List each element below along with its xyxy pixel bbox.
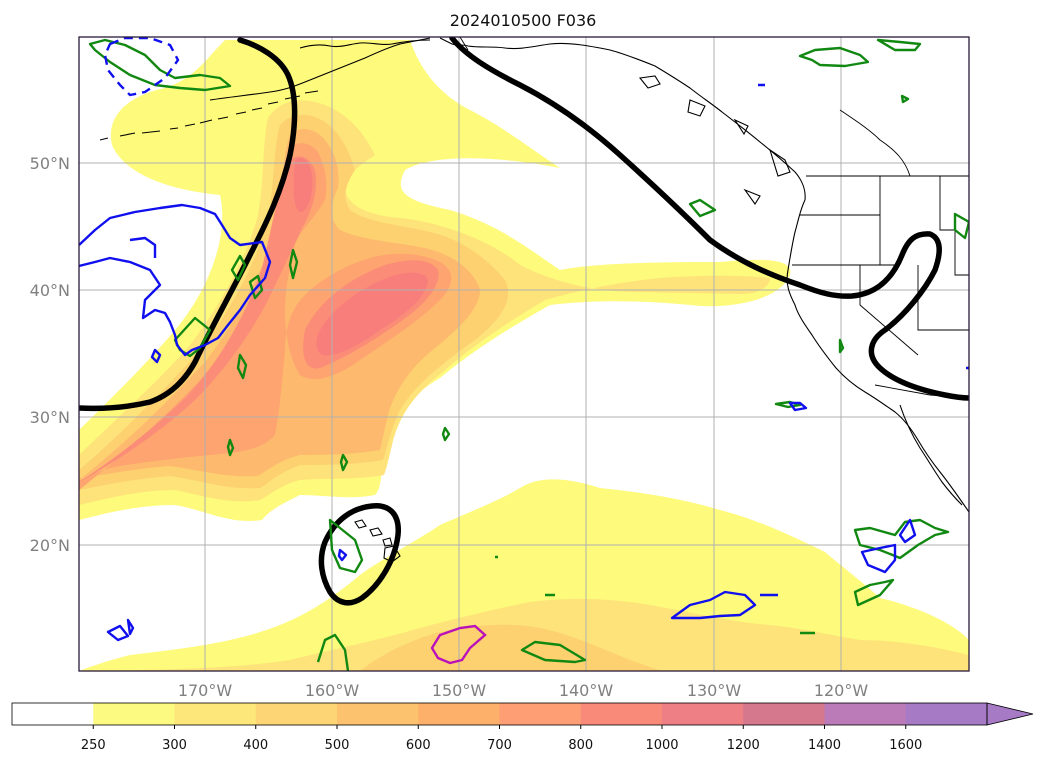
alaska-peninsula-coast bbox=[209, 37, 431, 101]
lon-label-140w: 140°W bbox=[559, 681, 614, 700]
blue-contour-1 bbox=[79, 203, 272, 357]
green-contour-3 bbox=[876, 38, 922, 52]
green-contour-21 bbox=[900, 94, 910, 104]
green-contour-18 bbox=[853, 518, 950, 560]
green-contour-5 bbox=[953, 212, 969, 240]
lat-label-20n: 20°N bbox=[30, 536, 70, 555]
map-content bbox=[79, 37, 969, 671]
lon-label-120w: 120°W bbox=[814, 681, 869, 700]
colorbar-segment bbox=[93, 703, 175, 725]
colorbar-tick-label: 500 bbox=[325, 738, 350, 753]
magenta-contour-1 bbox=[430, 624, 487, 665]
plume-level-7 bbox=[293, 158, 428, 356]
colorbar-tick-label: 250 bbox=[81, 738, 106, 753]
colorbar-segment bbox=[824, 703, 907, 725]
green-contour-11 bbox=[226, 438, 235, 457]
canada-province-border bbox=[839, 109, 911, 177]
magenta-contours bbox=[430, 624, 487, 665]
green-contour-17 bbox=[774, 400, 802, 409]
green-contour-15 bbox=[316, 633, 350, 671]
colorbar-segment bbox=[174, 703, 257, 725]
colorbar-segment bbox=[499, 703, 582, 725]
colorbar-tick-label: 600 bbox=[406, 738, 431, 753]
alaska-canada-border bbox=[459, 37, 469, 51]
blue-contours bbox=[79, 37, 969, 642]
blue-contour-4 bbox=[106, 618, 135, 642]
colorbar-segment bbox=[580, 703, 663, 725]
north-plume-l6 bbox=[79, 156, 316, 482]
blue-contour-3 bbox=[150, 348, 162, 364]
colorbar-segments bbox=[12, 703, 988, 725]
colorbar-tick-label: 1400 bbox=[808, 738, 841, 753]
north-core-l7 bbox=[293, 158, 313, 212]
lat-label-30n: 30°N bbox=[30, 408, 70, 427]
colorbar-segment bbox=[255, 703, 338, 725]
colorbar-segment bbox=[418, 703, 500, 725]
bc-islands-coast bbox=[638, 75, 791, 205]
blue-contour-2 bbox=[129, 236, 157, 258]
green-contour-10 bbox=[236, 353, 248, 380]
baja-california-coast bbox=[899, 404, 963, 506]
south-plume-l3 bbox=[360, 624, 665, 671]
colorbar-tick-labels: 250 300 400 500 600 700 800 1000 1200 1400 1600 bbox=[81, 725, 922, 753]
colorbar-tick-label: 700 bbox=[487, 738, 512, 753]
colorbar-segment bbox=[905, 703, 988, 725]
coastlines bbox=[99, 37, 969, 563]
colorbar-tick-label: 300 bbox=[162, 738, 187, 753]
colorbar-segment bbox=[662, 703, 744, 725]
green-contour-14 bbox=[328, 518, 364, 574]
lon-label-130w: 130°W bbox=[687, 681, 742, 700]
green-contour-13 bbox=[441, 426, 451, 442]
colorbar-tick-label: 1000 bbox=[645, 738, 678, 753]
plume-level-5 bbox=[79, 143, 452, 490]
longitude-axis: 170°W 160°W 150°W 140°W 130°W 120°W bbox=[178, 681, 869, 700]
state-border-nv-ca bbox=[859, 265, 919, 356]
green-contour-6 bbox=[230, 254, 247, 282]
lat-label-50n: 50°N bbox=[30, 154, 70, 173]
height-contour-west bbox=[79, 37, 298, 412]
green-contour-4 bbox=[688, 198, 717, 218]
latitude-axis: 50°N 40°N 30°N 20°N bbox=[30, 154, 70, 555]
colorbar-segment bbox=[337, 703, 419, 725]
map-frame bbox=[78, 36, 970, 672]
lat-label-40n: 40°N bbox=[30, 281, 70, 300]
hawaii-islands bbox=[354, 519, 401, 563]
colorbar-tick-label: 800 bbox=[568, 738, 593, 753]
blue-contour-10 bbox=[898, 518, 917, 544]
map-title: 2024010500 F036 bbox=[450, 11, 597, 30]
state-border-ut bbox=[917, 265, 969, 331]
lon-label-150w: 150°W bbox=[432, 681, 487, 700]
colorbar-segment bbox=[12, 703, 94, 725]
green-contour-2 bbox=[798, 46, 870, 68]
us-west-coast bbox=[786, 199, 969, 513]
colorbar-segment bbox=[743, 703, 825, 725]
green-contours bbox=[88, 38, 969, 671]
lon-label-170w: 170°W bbox=[178, 681, 233, 700]
north-plume-l5 bbox=[79, 143, 452, 490]
lon-label-160w: 160°W bbox=[305, 681, 360, 700]
green-contour-1 bbox=[88, 38, 232, 92]
green-contour-16 bbox=[520, 640, 587, 664]
map-panel bbox=[78, 36, 970, 672]
blue-contour-8 bbox=[788, 401, 808, 412]
blue-contour-6 bbox=[670, 590, 757, 620]
colorbar-tick-label: 1600 bbox=[889, 738, 922, 753]
colorbar-tick-label: 1200 bbox=[727, 738, 760, 753]
green-contour-7 bbox=[288, 248, 299, 280]
blue-contour-9 bbox=[860, 543, 897, 574]
green-contour-22 bbox=[495, 555, 815, 635]
green-contour-20 bbox=[838, 338, 845, 354]
green-contour-12 bbox=[339, 453, 349, 472]
height-contour-east bbox=[449, 37, 969, 401]
midlat-core-l7 bbox=[316, 272, 428, 356]
alaska-mainland-coast bbox=[299, 37, 806, 201]
blue-contour-5 bbox=[337, 548, 348, 562]
blue-contour-dashed bbox=[103, 37, 180, 97]
green-contour-19 bbox=[853, 578, 895, 607]
colorbar-extend-arrow bbox=[986, 702, 1034, 726]
colorbar-tick-label: 400 bbox=[243, 738, 268, 753]
graticule bbox=[79, 37, 969, 671]
colorbar: 250 300 400 500 600 700 800 1000 1200 1400 1600 bbox=[11, 702, 1034, 753]
